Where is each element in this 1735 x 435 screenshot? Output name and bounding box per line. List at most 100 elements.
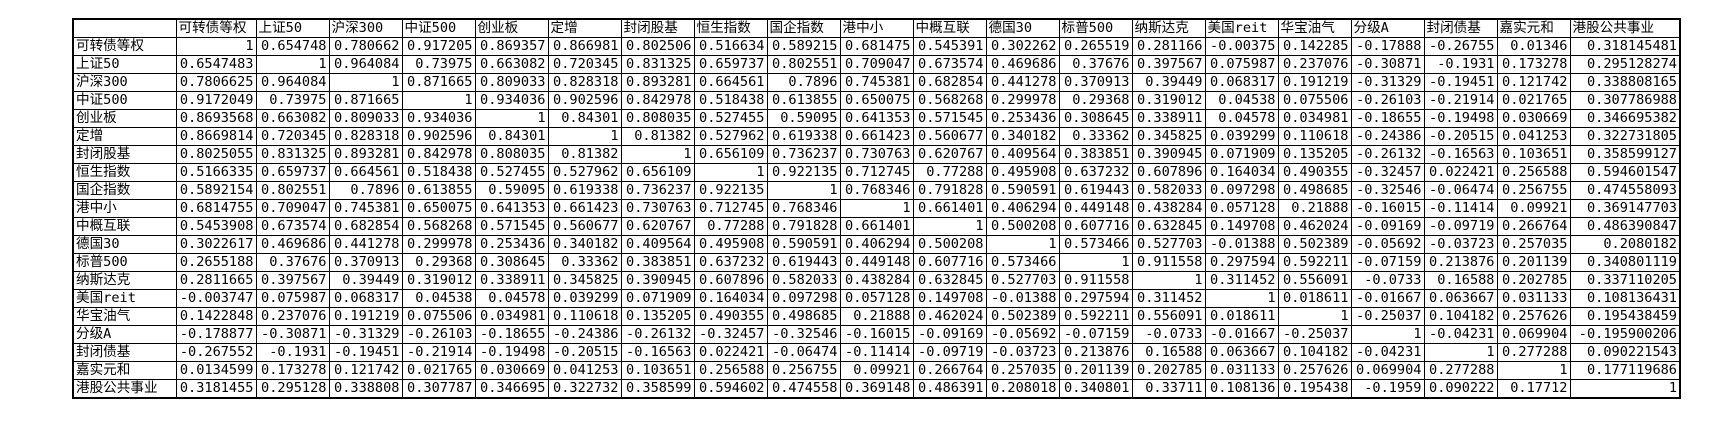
correlation-cell[interactable]: 0.568268 bbox=[912, 91, 987, 110]
correlation-cell[interactable]: 0.121742 bbox=[1496, 73, 1571, 92]
correlation-cell[interactable]: 0.063667 bbox=[1423, 289, 1498, 308]
correlation-cell[interactable]: 0.516634 bbox=[693, 37, 768, 56]
correlation-cell[interactable]: 0.768346 bbox=[766, 199, 841, 218]
correlation-cell[interactable]: 0.449148 bbox=[1058, 199, 1133, 218]
correlation-cell[interactable]: 0.201139 bbox=[1058, 361, 1133, 380]
correlation-cell[interactable]: 0.709047 bbox=[255, 199, 330, 218]
correlation-cell[interactable]: -0.0733 bbox=[1131, 325, 1206, 344]
correlation-cell[interactable]: 0.311452 bbox=[1131, 289, 1206, 308]
correlation-cell[interactable]: 0.16588 bbox=[1131, 343, 1206, 362]
correlation-cell[interactable]: 0.500208 bbox=[912, 235, 987, 254]
correlation-cell[interactable]: 0.237076 bbox=[255, 307, 330, 326]
row-header[interactable]: 港股公共事业 bbox=[72, 379, 177, 399]
correlation-cell[interactable]: 0.135205 bbox=[1277, 145, 1352, 164]
correlation-cell[interactable]: 0.202785 bbox=[1496, 271, 1571, 290]
correlation-cell[interactable]: 0.108136 bbox=[1204, 379, 1279, 399]
correlation-cell[interactable]: 0.802506 bbox=[620, 37, 695, 56]
row-header[interactable]: 纳斯达克 bbox=[72, 271, 177, 290]
correlation-cell[interactable]: 0.681475 bbox=[839, 37, 914, 56]
correlation-cell[interactable]: 0.2080182 bbox=[1569, 235, 1681, 254]
correlation-cell[interactable]: 0.659737 bbox=[255, 163, 330, 182]
correlation-cell[interactable]: 1 bbox=[1058, 253, 1133, 272]
correlation-cell[interactable]: 0.409564 bbox=[620, 235, 695, 254]
correlation-cell[interactable]: 0.613855 bbox=[766, 91, 841, 110]
correlation-cell[interactable]: 0.619338 bbox=[766, 127, 841, 146]
correlation-cell[interactable]: 0.650075 bbox=[401, 199, 476, 218]
correlation-cell[interactable]: 0.057128 bbox=[1204, 199, 1279, 218]
correlation-cell[interactable]: 0.031133 bbox=[1496, 289, 1571, 308]
correlation-cell[interactable]: 0.620767 bbox=[912, 145, 987, 164]
correlation-cell[interactable]: 0.490355 bbox=[693, 307, 768, 326]
column-header[interactable]: 创业板 bbox=[474, 18, 549, 38]
correlation-cell[interactable]: 0.469686 bbox=[985, 55, 1060, 74]
correlation-cell[interactable]: 0.500208 bbox=[985, 217, 1060, 236]
correlation-cell[interactable]: 1 bbox=[1423, 343, 1498, 362]
correlation-cell[interactable]: 0.590591 bbox=[985, 181, 1060, 200]
correlation-cell[interactable]: 0.257035 bbox=[985, 361, 1060, 380]
correlation-cell[interactable]: 0.582033 bbox=[766, 271, 841, 290]
correlation-cell[interactable]: 0.075506 bbox=[1277, 91, 1352, 110]
correlation-cell[interactable]: -0.1931 bbox=[255, 343, 330, 362]
column-header[interactable]: 纳斯达克 bbox=[1131, 18, 1206, 38]
correlation-cell[interactable]: 1 bbox=[1350, 325, 1425, 344]
correlation-cell[interactable]: 0.345825 bbox=[1131, 127, 1206, 146]
correlation-cell[interactable]: 0.911558 bbox=[1131, 253, 1206, 272]
correlation-cell[interactable]: -0.16015 bbox=[839, 325, 914, 344]
correlation-cell[interactable]: 0.486390847 bbox=[1569, 217, 1681, 236]
correlation-cell[interactable]: 0.397567 bbox=[1131, 55, 1206, 74]
column-header[interactable]: 沪深300 bbox=[328, 18, 403, 38]
correlation-cell[interactable]: 0.237076 bbox=[1277, 55, 1352, 74]
correlation-cell[interactable]: -0.07159 bbox=[1350, 253, 1425, 272]
correlation-cell[interactable]: 0.338911 bbox=[1131, 109, 1206, 128]
correlation-cell[interactable]: 0.04578 bbox=[1204, 109, 1279, 128]
correlation-cell[interactable]: 0.29368 bbox=[1058, 91, 1133, 110]
correlation-cell[interactable]: 1 bbox=[620, 145, 695, 164]
correlation-cell[interactable]: 0.338911 bbox=[474, 271, 549, 290]
correlation-cell[interactable]: 0.77288 bbox=[693, 217, 768, 236]
correlation-cell[interactable]: 1 bbox=[1131, 271, 1206, 290]
correlation-cell[interactable]: 0.527703 bbox=[985, 271, 1060, 290]
column-header[interactable]: 港中小 bbox=[839, 18, 914, 38]
correlation-cell[interactable]: 0.307786988 bbox=[1569, 91, 1681, 110]
correlation-cell[interactable]: 0.030669 bbox=[1496, 109, 1571, 128]
correlation-cell[interactable]: 0.068317 bbox=[328, 289, 403, 308]
correlation-cell[interactable]: 1 bbox=[839, 199, 914, 218]
correlation-cell[interactable]: 0.745381 bbox=[839, 73, 914, 92]
correlation-cell[interactable]: 0.866981 bbox=[547, 37, 622, 56]
correlation-cell[interactable]: 0.370913 bbox=[328, 253, 403, 272]
correlation-cell[interactable]: 0.21888 bbox=[839, 307, 914, 326]
row-header[interactable]: 德国30 bbox=[72, 235, 177, 254]
correlation-cell[interactable]: -0.01667 bbox=[1204, 325, 1279, 344]
correlation-cell[interactable]: 0.075987 bbox=[1204, 55, 1279, 74]
row-header[interactable]: 分级A bbox=[72, 325, 177, 344]
correlation-cell[interactable]: 0.142285 bbox=[1277, 37, 1352, 56]
correlation-cell[interactable]: 0.8693568 bbox=[175, 109, 257, 128]
correlation-cell[interactable]: 0.641353 bbox=[839, 109, 914, 128]
correlation-cell[interactable]: 0.173278 bbox=[1496, 55, 1571, 74]
correlation-cell[interactable]: 1 bbox=[985, 235, 1060, 254]
correlation-cell[interactable]: 0.16588 bbox=[1423, 271, 1498, 290]
correlation-cell[interactable]: 0.071909 bbox=[620, 289, 695, 308]
correlation-cell[interactable]: 0.6814755 bbox=[175, 199, 257, 218]
correlation-cell[interactable]: 0.469686 bbox=[255, 235, 330, 254]
row-header[interactable]: 美国reit bbox=[72, 289, 177, 308]
row-header[interactable]: 嘉实元和 bbox=[72, 361, 177, 380]
correlation-cell[interactable]: 0.619443 bbox=[1058, 181, 1133, 200]
correlation-cell[interactable]: 0.922135 bbox=[693, 181, 768, 200]
correlation-cell[interactable]: 0.659737 bbox=[693, 55, 768, 74]
correlation-cell[interactable]: 0.619338 bbox=[547, 181, 622, 200]
correlation-cell[interactable]: 0.202785 bbox=[1131, 361, 1206, 380]
correlation-cell[interactable]: 0.295128 bbox=[255, 379, 330, 399]
correlation-cell[interactable]: 0.474558093 bbox=[1569, 181, 1681, 200]
correlation-cell[interactable]: 0.502389 bbox=[985, 307, 1060, 326]
correlation-cell[interactable]: 0.7806625 bbox=[175, 73, 257, 92]
correlation-cell[interactable]: 0.340182 bbox=[547, 235, 622, 254]
correlation-cell[interactable]: 0.37676 bbox=[255, 253, 330, 272]
correlation-cell[interactable]: 0.869357 bbox=[474, 37, 549, 56]
correlation-cell[interactable]: 0.346695382 bbox=[1569, 109, 1681, 128]
correlation-cell[interactable]: -0.01388 bbox=[1204, 235, 1279, 254]
correlation-cell[interactable]: 0.663082 bbox=[474, 55, 549, 74]
correlation-cell[interactable]: -0.18655 bbox=[474, 325, 549, 344]
correlation-cell[interactable]: -0.05692 bbox=[985, 325, 1060, 344]
correlation-cell[interactable]: 0.213876 bbox=[1423, 253, 1498, 272]
